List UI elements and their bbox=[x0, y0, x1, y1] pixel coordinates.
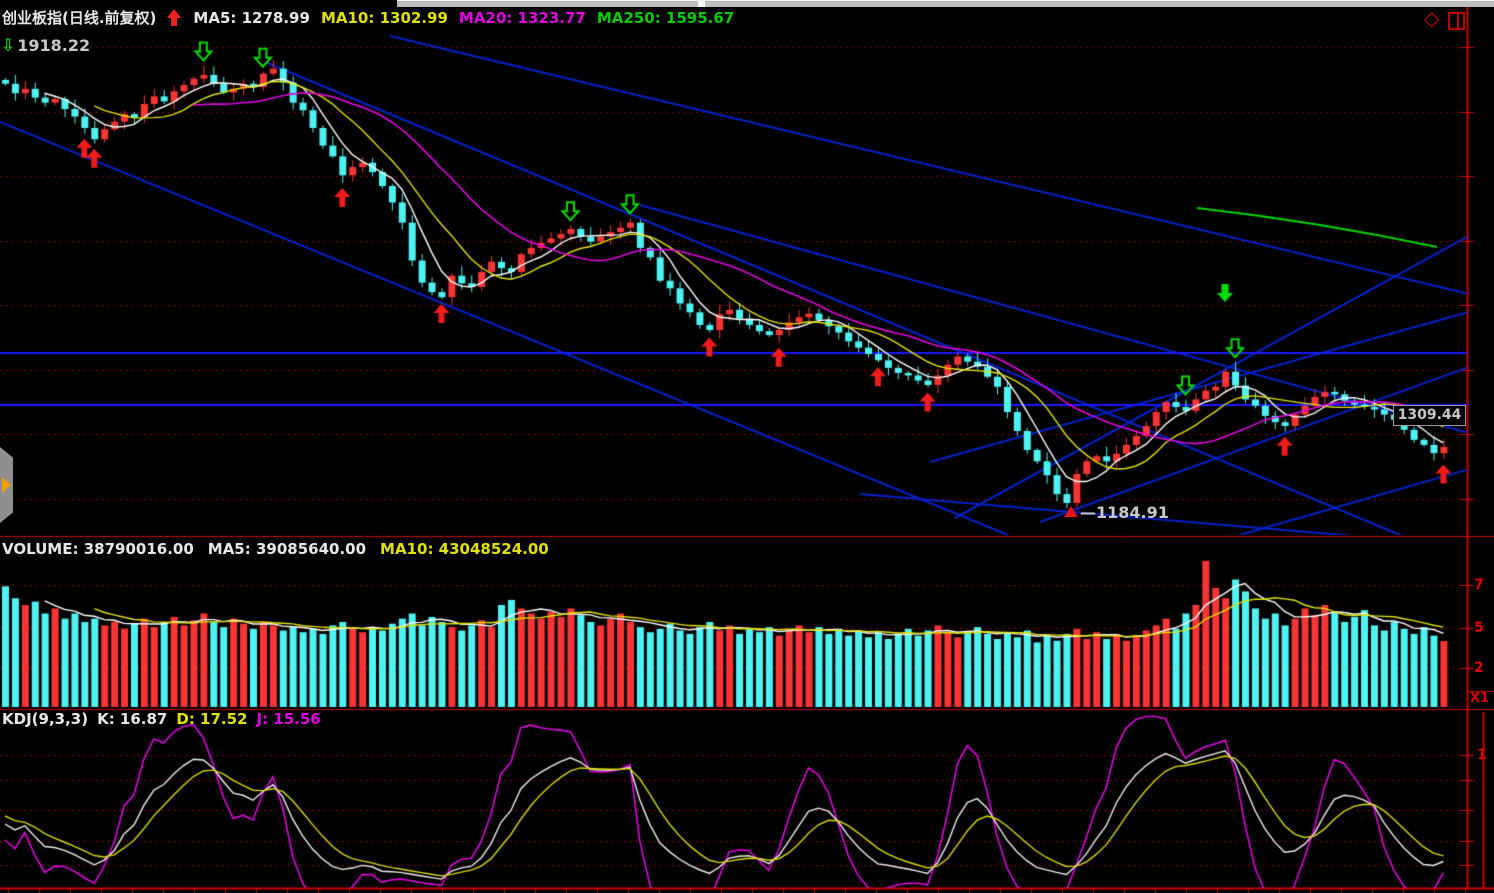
main-chart-header: 创业板指(日线.前复权) MA5: 1278.99 MA10: 1302.99 … bbox=[2, 7, 734, 28]
high-price-marker: ⇩ 1918.22 bbox=[1, 36, 90, 55]
volume-multiplier-label: X1 bbox=[1470, 691, 1490, 706]
low-triangle-marker bbox=[1064, 506, 1078, 517]
volume-axis-label: 7 bbox=[1474, 577, 1484, 593]
volume-value[interactable]: VOLUME: 38790016.00 bbox=[2, 540, 194, 558]
high-price-label: 1918.22 bbox=[17, 36, 91, 55]
low-price-label: —1184.91 bbox=[1080, 503, 1169, 522]
kdj-k-value: K: 16.87 bbox=[97, 710, 168, 728]
kdj-d-value: D: 17.52 bbox=[176, 710, 248, 728]
volume-ma5-value[interactable]: MA5: 39085640.00 bbox=[207, 540, 367, 558]
volume-axis-label: 2 bbox=[1474, 660, 1484, 676]
ma5-value[interactable]: MA5: 1278.99 bbox=[193, 8, 310, 27]
split-window-icon[interactable] bbox=[1448, 12, 1465, 30]
kdj-name[interactable]: KDJ(9,3,3) bbox=[2, 710, 89, 728]
last-price-tag: 1309.44 bbox=[1393, 405, 1466, 426]
volume-header: VOLUME: 38790016.00 MA5: 39085640.00 MA1… bbox=[2, 540, 549, 558]
volume-axis-label: 5 bbox=[1474, 620, 1484, 636]
symbol-title: 创业板指(日线.前复权) bbox=[2, 9, 157, 27]
up-arrow-icon bbox=[167, 8, 182, 27]
scrollbar-highlight bbox=[698, 1, 705, 7]
kdj-header: KDJ(9,3,3) K: 16.87 D: 17.52 J: 15.56 bbox=[2, 710, 321, 728]
kdj-j-value: J: 15.56 bbox=[256, 710, 321, 728]
ma10-value[interactable]: MA10: 1302.99 bbox=[320, 8, 448, 27]
expand-arrow-icon bbox=[2, 477, 11, 493]
kdj-axis-label: 1 bbox=[1477, 747, 1487, 763]
sidebar-flyout-handle[interactable] bbox=[0, 447, 13, 523]
diamond-icon[interactable]: ◇ bbox=[1424, 6, 1440, 30]
down-arrow-icon: ⇩ bbox=[1, 35, 16, 56]
volume-ma10-value[interactable]: MA10: 43048524.00 bbox=[380, 540, 549, 558]
ma250-value[interactable]: MA250: 1595.67 bbox=[596, 8, 735, 27]
horizontal-scrollbar[interactable] bbox=[397, 0, 1494, 7]
ma20-value[interactable]: MA20: 1323.77 bbox=[458, 8, 586, 27]
